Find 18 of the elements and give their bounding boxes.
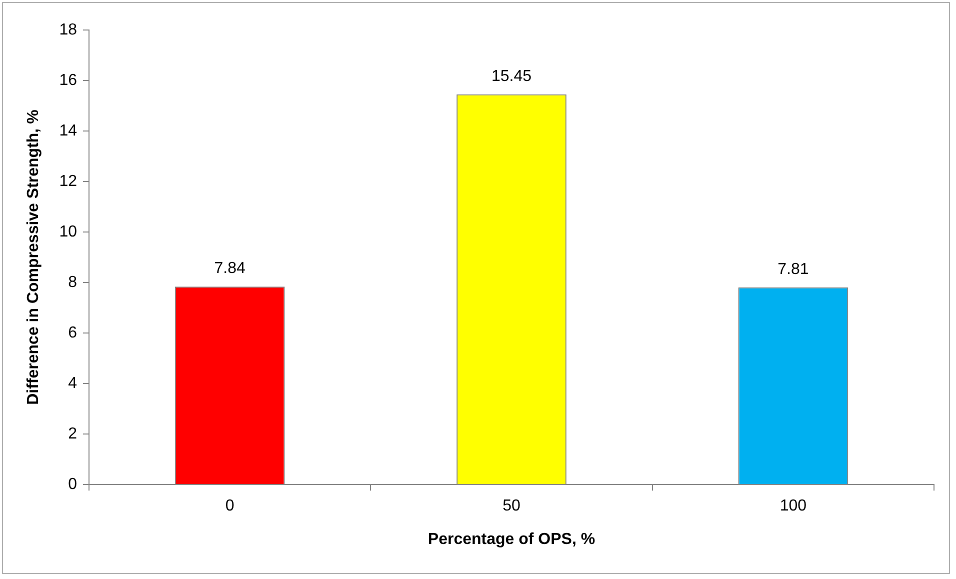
y-tick-label: 18: [59, 21, 78, 38]
y-tick-label: 10: [59, 223, 78, 240]
y-tick-label: 14: [59, 122, 78, 140]
y-tick-label: 8: [68, 274, 78, 291]
x-tick-label: 50: [502, 498, 520, 515]
y-tick-label: 16: [59, 72, 78, 89]
y-tick-label: 2: [68, 425, 78, 442]
x-axis-title: Percentage of OPS, %: [428, 530, 596, 548]
y-tick-label: 6: [68, 324, 78, 342]
data-label: 7.84: [214, 260, 246, 278]
y-axis-title: Difference in Compressive Strength, %: [25, 110, 42, 405]
x-tick-label: 0: [225, 498, 234, 515]
data-label: 15.45: [491, 68, 532, 85]
y-tick-label: 0: [68, 476, 78, 494]
y-tick-label: 12: [59, 172, 78, 190]
data-label: 7.81: [778, 260, 809, 278]
x-tick-label: 100: [780, 498, 807, 515]
y-tick-label: 4: [68, 374, 78, 392]
